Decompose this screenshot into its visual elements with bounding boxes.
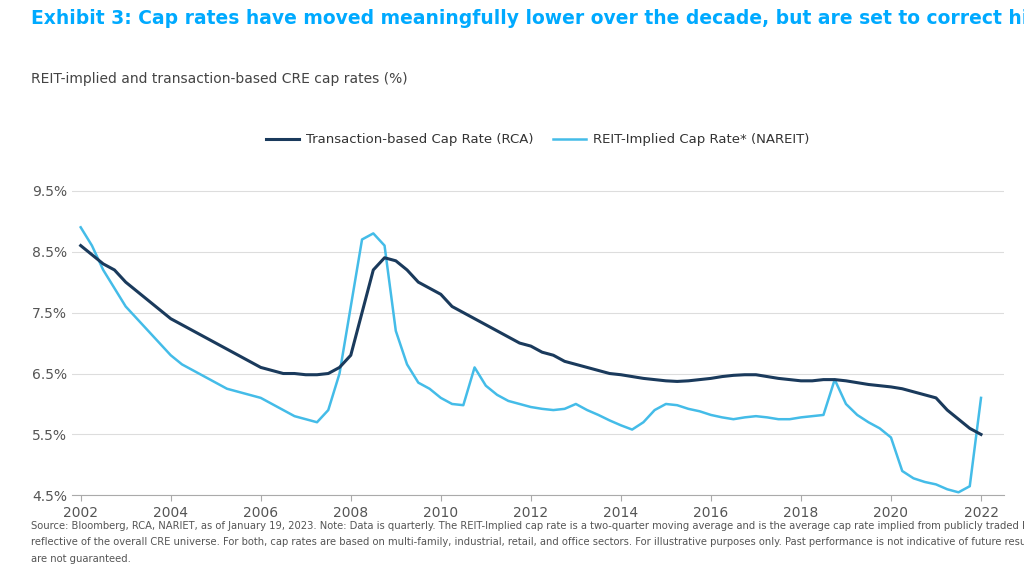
Transaction-based Cap Rate (RCA) xyxy=(75,242,87,249)
REIT-Implied Cap Rate* (NAREIT) xyxy=(569,400,582,407)
Text: Exhibit 3: Cap rates have moved meaningfully lower over the decade, but are set : Exhibit 3: Cap rates have moved meaningf… xyxy=(31,9,1024,28)
Transaction-based Cap Rate (RCA) xyxy=(806,377,818,384)
REIT-Implied Cap Rate* (NAREIT) xyxy=(637,419,649,426)
Transaction-based Cap Rate (RCA) xyxy=(738,372,751,378)
Transaction-based Cap Rate (RCA) xyxy=(975,431,987,438)
Line: Transaction-based Cap Rate (RCA): Transaction-based Cap Rate (RCA) xyxy=(81,245,981,434)
Text: reflective of the overall CRE universe. For both, cap rates are based on multi-f: reflective of the overall CRE universe. … xyxy=(31,537,1024,547)
REIT-Implied Cap Rate* (NAREIT) xyxy=(738,414,751,421)
Transaction-based Cap Rate (RCA) xyxy=(637,375,649,382)
Transaction-based Cap Rate (RCA) xyxy=(851,379,863,386)
REIT-Implied Cap Rate* (NAREIT) xyxy=(75,224,87,231)
REIT-Implied Cap Rate* (NAREIT) xyxy=(885,434,897,441)
Transaction-based Cap Rate (RCA) xyxy=(569,361,582,368)
Line: REIT-Implied Cap Rate* (NAREIT): REIT-Implied Cap Rate* (NAREIT) xyxy=(81,228,981,492)
Text: REIT-implied and transaction-based CRE cap rates (%): REIT-implied and transaction-based CRE c… xyxy=(31,72,408,86)
REIT-Implied Cap Rate* (NAREIT) xyxy=(975,395,987,401)
REIT-Implied Cap Rate* (NAREIT) xyxy=(806,412,818,419)
REIT-Implied Cap Rate* (NAREIT) xyxy=(952,489,965,496)
Legend: Transaction-based Cap Rate (RCA), REIT-Implied Cap Rate* (NAREIT): Transaction-based Cap Rate (RCA), REIT-I… xyxy=(261,128,814,151)
REIT-Implied Cap Rate* (NAREIT) xyxy=(851,411,863,418)
Transaction-based Cap Rate (RCA) xyxy=(885,384,897,391)
Text: Source: Bloomberg, RCA, NARIET, as of January 19, 2023. Note: Data is quarterly.: Source: Bloomberg, RCA, NARIET, as of Ja… xyxy=(31,521,1024,531)
Text: are not guaranteed.: are not guaranteed. xyxy=(31,554,131,563)
